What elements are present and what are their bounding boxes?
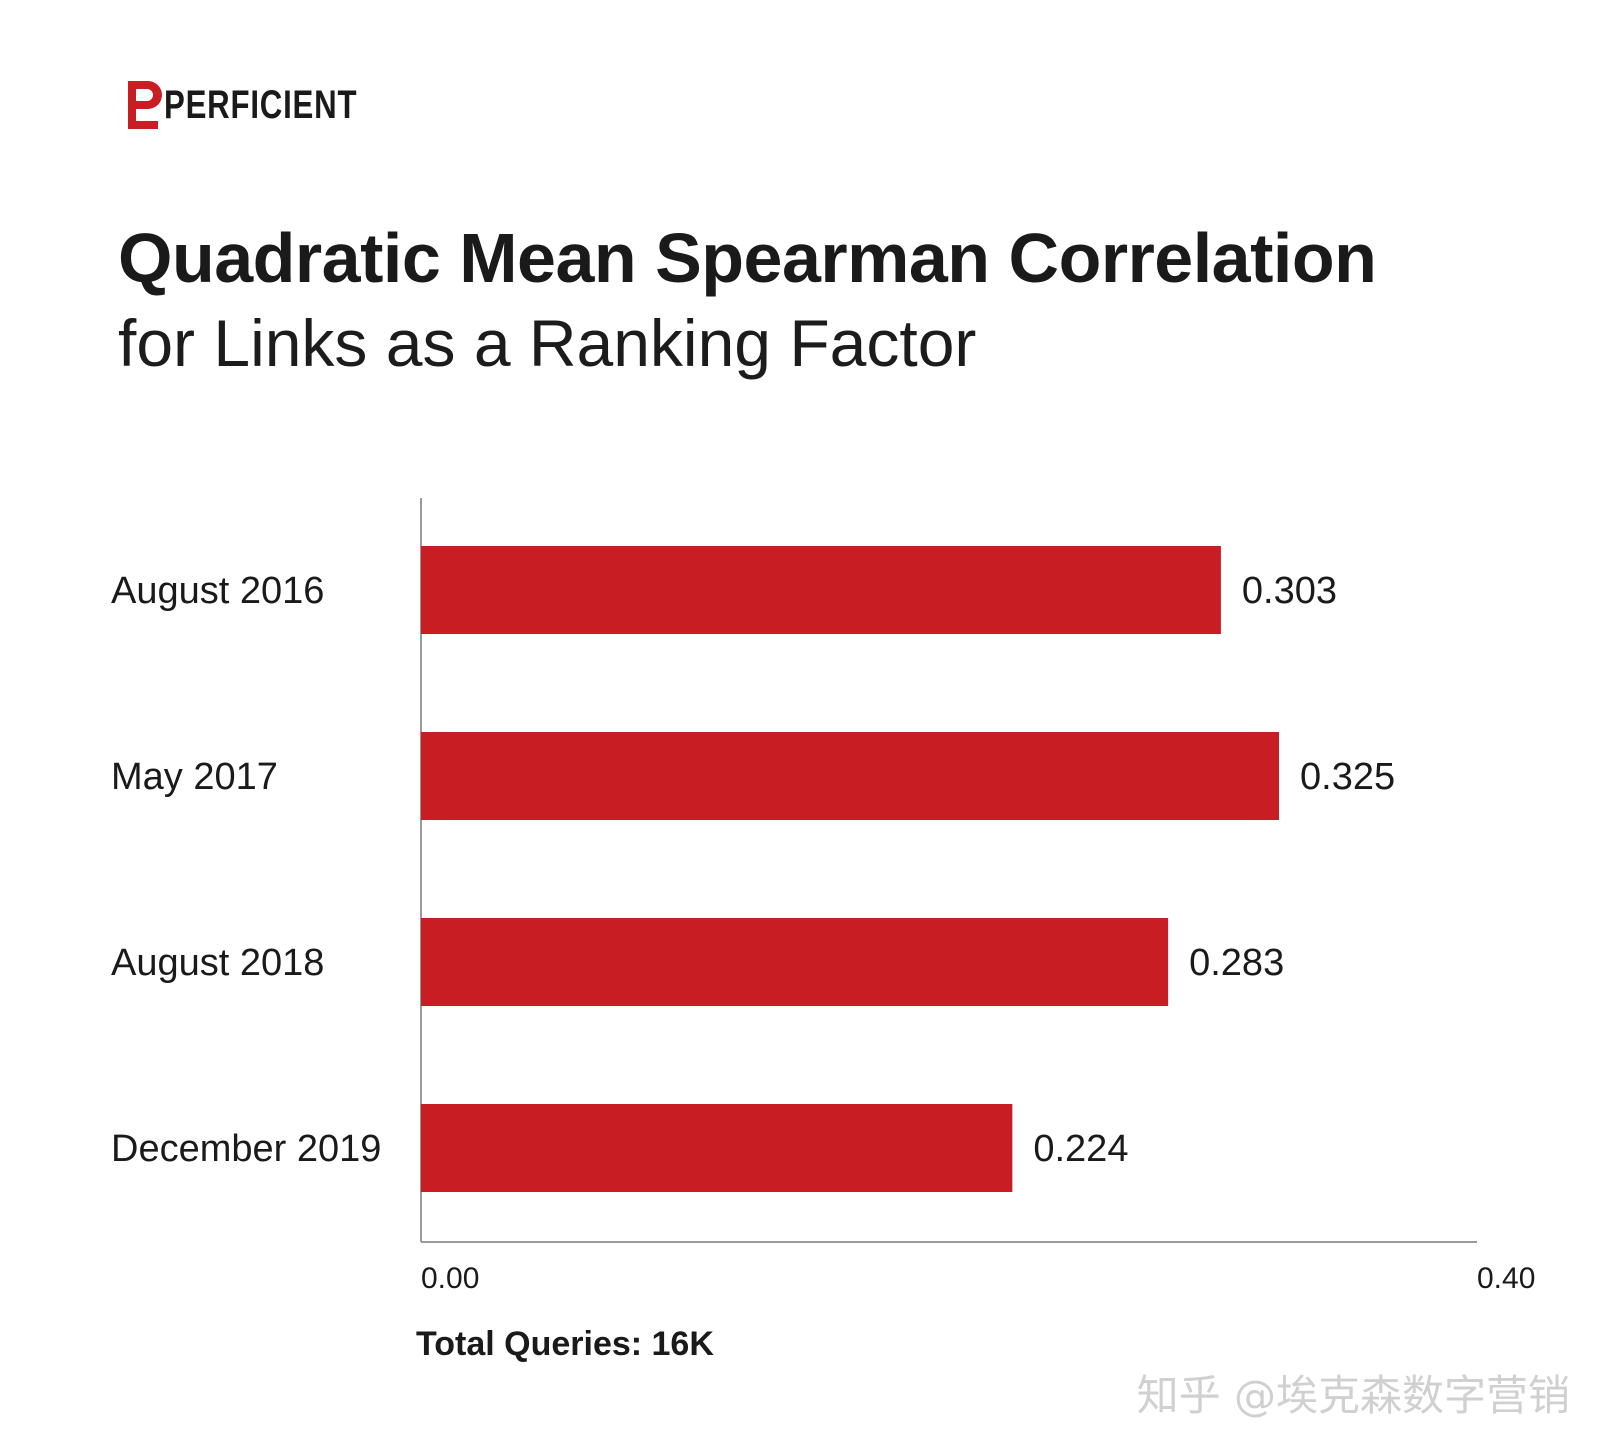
value-label: 0.325 (1300, 756, 1395, 798)
perficient-p-icon (128, 81, 162, 129)
category-label: August 2016 (111, 570, 324, 612)
watermark: 知乎 @埃克森数字营销 (1136, 1371, 1570, 1420)
bar (421, 732, 1279, 820)
logo-wordmark: PERFICIENT (164, 82, 358, 127)
value-label: 0.283 (1189, 942, 1284, 984)
value-label: 0.224 (1033, 1128, 1128, 1170)
x-tick-label: 0.40 (1477, 1262, 1535, 1295)
value-label: 0.303 (1242, 570, 1337, 612)
category-label: December 2019 (111, 1128, 381, 1170)
bar (421, 546, 1221, 634)
bar (421, 1104, 1013, 1192)
chart-title: Quadratic Mean Spearman Correlation (118, 219, 1377, 297)
x-tick-label: 0.00 (421, 1262, 479, 1295)
category-label: May 2017 (111, 756, 278, 798)
bar (421, 918, 1169, 1006)
total-queries-note: Total Queries: 16K (416, 1325, 714, 1363)
chart-subtitle: for Links as a Ranking Factor (118, 306, 977, 380)
category-label: August 2018 (111, 942, 324, 984)
perficient-logo: PERFICIENT (128, 80, 412, 130)
